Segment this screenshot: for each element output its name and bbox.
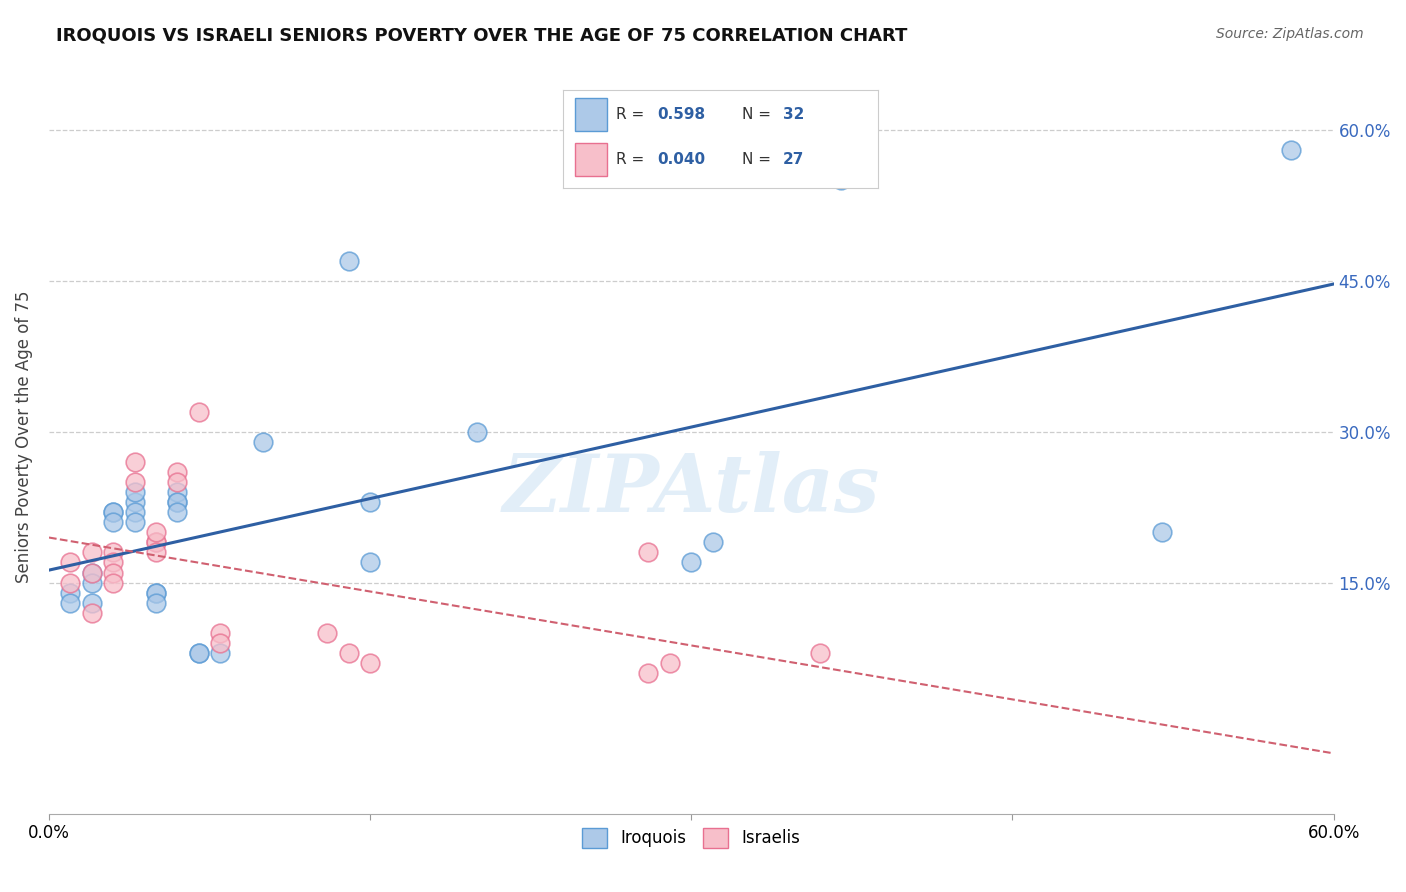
Point <box>59 575 82 590</box>
Point <box>145 535 167 549</box>
Text: Source: ZipAtlas.com: Source: ZipAtlas.com <box>1216 27 1364 41</box>
Point <box>166 465 188 479</box>
Text: IROQUOIS VS ISRAELI SENIORS POVERTY OVER THE AGE OF 75 CORRELATION CHART: IROQUOIS VS ISRAELI SENIORS POVERTY OVER… <box>56 27 908 45</box>
Point <box>830 173 852 187</box>
Point <box>59 585 82 599</box>
Point <box>359 495 381 509</box>
Point <box>209 646 232 660</box>
Point <box>80 596 103 610</box>
Point <box>59 596 82 610</box>
Point <box>465 425 488 439</box>
Point <box>637 545 659 559</box>
Point <box>187 646 209 660</box>
Point <box>124 495 146 509</box>
Point <box>80 566 103 580</box>
Point <box>359 656 381 670</box>
Point <box>1279 143 1302 157</box>
Point <box>145 596 167 610</box>
Point <box>124 485 146 500</box>
Legend: Iroquois, Israelis: Iroquois, Israelis <box>575 821 807 855</box>
Point <box>252 434 274 449</box>
Point <box>209 626 232 640</box>
Point <box>80 575 103 590</box>
Point <box>681 556 703 570</box>
Point <box>637 666 659 681</box>
Point <box>209 636 232 650</box>
Point <box>59 556 82 570</box>
Point <box>187 646 209 660</box>
Point <box>103 545 125 559</box>
Point <box>166 495 188 509</box>
Point <box>145 545 167 559</box>
Point <box>145 535 167 549</box>
Point <box>124 515 146 529</box>
Point <box>103 575 125 590</box>
Point <box>80 566 103 580</box>
Point <box>124 455 146 469</box>
Point <box>145 525 167 540</box>
Point <box>359 556 381 570</box>
Point <box>103 505 125 519</box>
Point <box>658 656 681 670</box>
Point <box>103 505 125 519</box>
Point <box>166 485 188 500</box>
Point <box>702 535 724 549</box>
Point <box>166 505 188 519</box>
Point <box>124 475 146 489</box>
Point <box>124 505 146 519</box>
Point <box>103 515 125 529</box>
Point <box>316 626 339 640</box>
Point <box>166 475 188 489</box>
Point <box>145 585 167 599</box>
Point <box>145 585 167 599</box>
Point <box>80 545 103 559</box>
Point <box>187 404 209 418</box>
Point <box>337 646 360 660</box>
Y-axis label: Seniors Poverty Over the Age of 75: Seniors Poverty Over the Age of 75 <box>15 291 32 583</box>
Point <box>337 253 360 268</box>
Point <box>103 556 125 570</box>
Point <box>103 566 125 580</box>
Point <box>80 606 103 620</box>
Text: ZIPAtlas: ZIPAtlas <box>502 450 880 528</box>
Point <box>808 646 831 660</box>
Point <box>166 495 188 509</box>
Point <box>1152 525 1174 540</box>
